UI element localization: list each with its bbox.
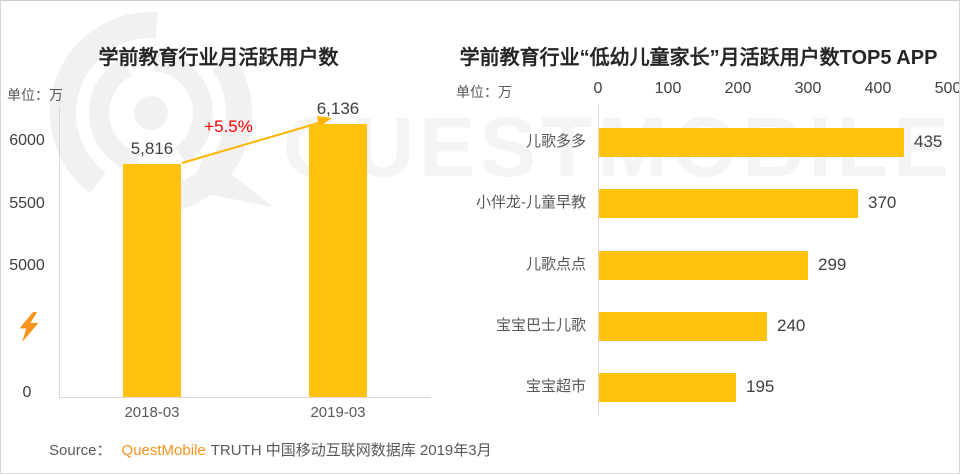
bar-儿歌点点 — [599, 251, 808, 280]
bar-宝宝巴士儿歌 — [599, 312, 767, 341]
bar-value-label: 240 — [777, 316, 806, 335]
y-axis-tick-label: 5500 — [9, 194, 45, 212]
right-chart-y-axis-line — [598, 104, 599, 416]
x-axis-tick-label: 200 — [724, 80, 752, 97]
category-label: 宝宝超市 — [525, 378, 586, 395]
y-axis-tick-label: 0 — [22, 384, 32, 401]
left-chart-x-axis-line — [59, 397, 431, 398]
left-chart-y-axis-line — [59, 107, 60, 397]
bar-2019-03 — [309, 124, 367, 397]
bar-value-label: 299 — [818, 255, 847, 274]
left-chart-unit-label: 单位：万 — [7, 87, 63, 103]
x-axis-category-label: 2019-03 — [310, 404, 366, 421]
x-axis-tick-label: 100 — [654, 80, 682, 97]
category-label: 小伴龙-儿童早教 — [476, 194, 586, 211]
bar-value-label: 5,816 — [130, 139, 174, 158]
category-label: 儿歌点点 — [525, 256, 586, 273]
x-axis-tick-label: 0 — [593, 80, 603, 97]
category-label: 儿歌多多 — [525, 133, 586, 150]
bar-小伴龙-儿童早教 — [599, 189, 858, 218]
x-axis-tick-label: 400 — [864, 80, 892, 97]
bar-value-label: 370 — [868, 193, 897, 212]
y-axis-tick-label: 6000 — [9, 132, 45, 149]
bar-value-label: 6,136 — [316, 99, 360, 118]
x-axis-tick-label: 500 — [934, 80, 960, 97]
bar-value-label: 195 — [746, 377, 775, 396]
y-axis-tick-label: 5000 — [9, 257, 45, 274]
x-axis-category-label: 2018-03 — [124, 404, 180, 421]
category-label: 宝宝巴士儿歌 — [495, 317, 586, 334]
source-rest: TRUTH 中国移动互联网数据库 2019年3月 — [210, 442, 492, 459]
bar-value-label: 435 — [914, 132, 943, 151]
growth-annotation: +5.5% — [204, 117, 253, 136]
questmobile-logo-watermark — [50, 12, 273, 214]
bar-2018-03 — [123, 164, 181, 397]
logo-center-dot — [134, 96, 168, 130]
right-chart-title: 学前教育行业“低幼儿童家长”月活跃用户数TOP5 APP — [459, 47, 938, 69]
logo-tail — [192, 153, 273, 207]
source-prefix: Source： — [49, 442, 112, 459]
x-axis-tick-label: 300 — [794, 80, 822, 97]
lightning-icon — [19, 312, 39, 342]
right-chart-unit-label: 单位：万 — [456, 84, 512, 100]
bar-儿歌多多 — [599, 128, 904, 157]
left-chart-title: 学前教育行业月活跃用户数 — [98, 47, 339, 69]
bar-宝宝超市 — [599, 373, 736, 402]
source-line: Source： QuestMobile TRUTH 中国移动互联网数据库 2019年… — [49, 439, 492, 460]
source-brand: QuestMobile — [121, 442, 206, 459]
